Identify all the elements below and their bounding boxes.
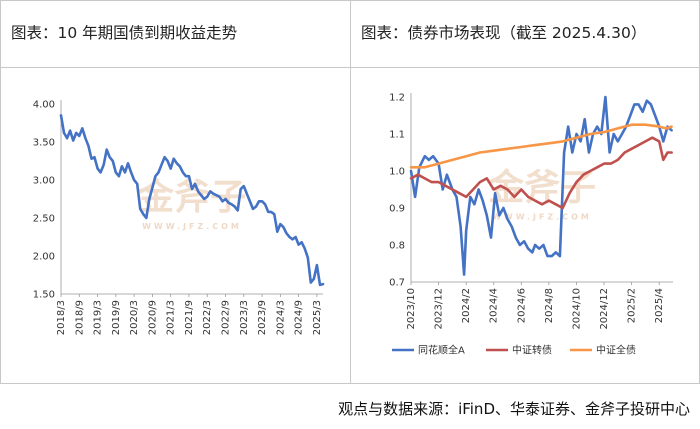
series-line-0	[409, 95, 673, 276]
right-title-divider	[351, 67, 699, 68]
y-tick-label: 0.7	[389, 278, 405, 289]
x-tick-label: 2023/10	[406, 288, 417, 330]
legend-label: 同花顺全A	[418, 344, 465, 357]
x-tick-label: 2023/9	[257, 300, 268, 335]
x-tick-label: 2018/3	[56, 300, 67, 335]
y-tick-label: 1.1	[389, 130, 405, 141]
x-tick-label: 2020/3	[129, 300, 140, 335]
x-tick-label: 2024/3	[275, 300, 286, 335]
y-tick-label: 0.8	[389, 241, 405, 252]
x-tick-label: 2020/9	[147, 300, 158, 335]
left-chart-title: 图表：10 年期国债到期收益走势	[11, 24, 238, 42]
y-tick-label: 1.0	[389, 167, 405, 178]
legend-item-2: 中证全债	[570, 344, 636, 357]
x-tick-label: 2024/10	[571, 288, 582, 330]
x-tick-label: 2024/8	[544, 288, 555, 323]
y-tick-label: 1.2	[389, 93, 405, 104]
x-tick-label: 2025/4	[654, 288, 665, 323]
left-title-divider	[1, 67, 350, 68]
x-tick-label: 2018/9	[74, 300, 85, 335]
x-tick-label: 2025/2	[627, 288, 638, 323]
legend-item-1: 中证转债	[486, 344, 552, 357]
watermark-url: WWW.JFZ.COM	[142, 222, 242, 231]
y-tick-label: 3.00	[33, 176, 55, 187]
data-source-note: 观点与数据来源：iFinD、华泰证券、金斧子投研中心	[338, 400, 690, 418]
x-tick-label: 2022/9	[221, 300, 232, 335]
y-tick-label: 2.50	[33, 214, 55, 225]
x-tick-label: 2024/12	[599, 288, 610, 330]
right-chart-panel: 图表：债券市场表现（截至 2025.4.30） 金斧子 WWW.JFZ.COM 1.…	[350, 0, 700, 384]
series-line-1	[409, 136, 673, 210]
x-tick-label: 2022/3	[202, 300, 213, 335]
x-tick-label: 2024/2	[461, 288, 472, 323]
x-tick-label: 2019/9	[111, 300, 122, 335]
right-chart-title: 图表：债券市场表现（截至 2025.4.30）	[361, 24, 647, 42]
legend-label: 中证全债	[596, 344, 636, 357]
x-tick-label: 2019/3	[93, 300, 104, 335]
left-chart-panel: 图表：10 年期国债到期收益走势 金斧子 WWW.JFZ.COM 4.00 3.50 3…	[0, 0, 351, 384]
y-tick-label: 0.9	[389, 204, 405, 215]
series-line-2	[409, 123, 673, 169]
treasury-yield-chart: 金斧子WWW.JFZ.COM4.003.503.002.502.001.5020…	[33, 100, 325, 335]
x-tick-label: 2021/9	[184, 300, 195, 335]
watermark-url: WWW.JFZ.COM	[492, 213, 592, 222]
y-tick-label: 1.50	[33, 290, 55, 301]
x-tick-label: 2023/3	[239, 300, 250, 335]
legend-item-0: 同花顺全A	[392, 344, 465, 357]
x-tick-label: 2023/12	[434, 288, 445, 330]
y-tick-label: 3.50	[33, 138, 55, 149]
y-tick-label: 2.00	[33, 252, 55, 263]
x-tick-label: 2025/3	[312, 300, 323, 335]
x-tick-label: 2024/9	[294, 300, 305, 335]
legend-label: 中证转债	[512, 344, 552, 357]
y-tick-label: 4.00	[33, 100, 55, 111]
x-tick-label: 2024/6	[516, 288, 527, 323]
series-line-0	[59, 114, 325, 287]
x-tick-label: 2021/3	[166, 300, 177, 335]
x-tick-label: 2024/4	[489, 288, 500, 323]
